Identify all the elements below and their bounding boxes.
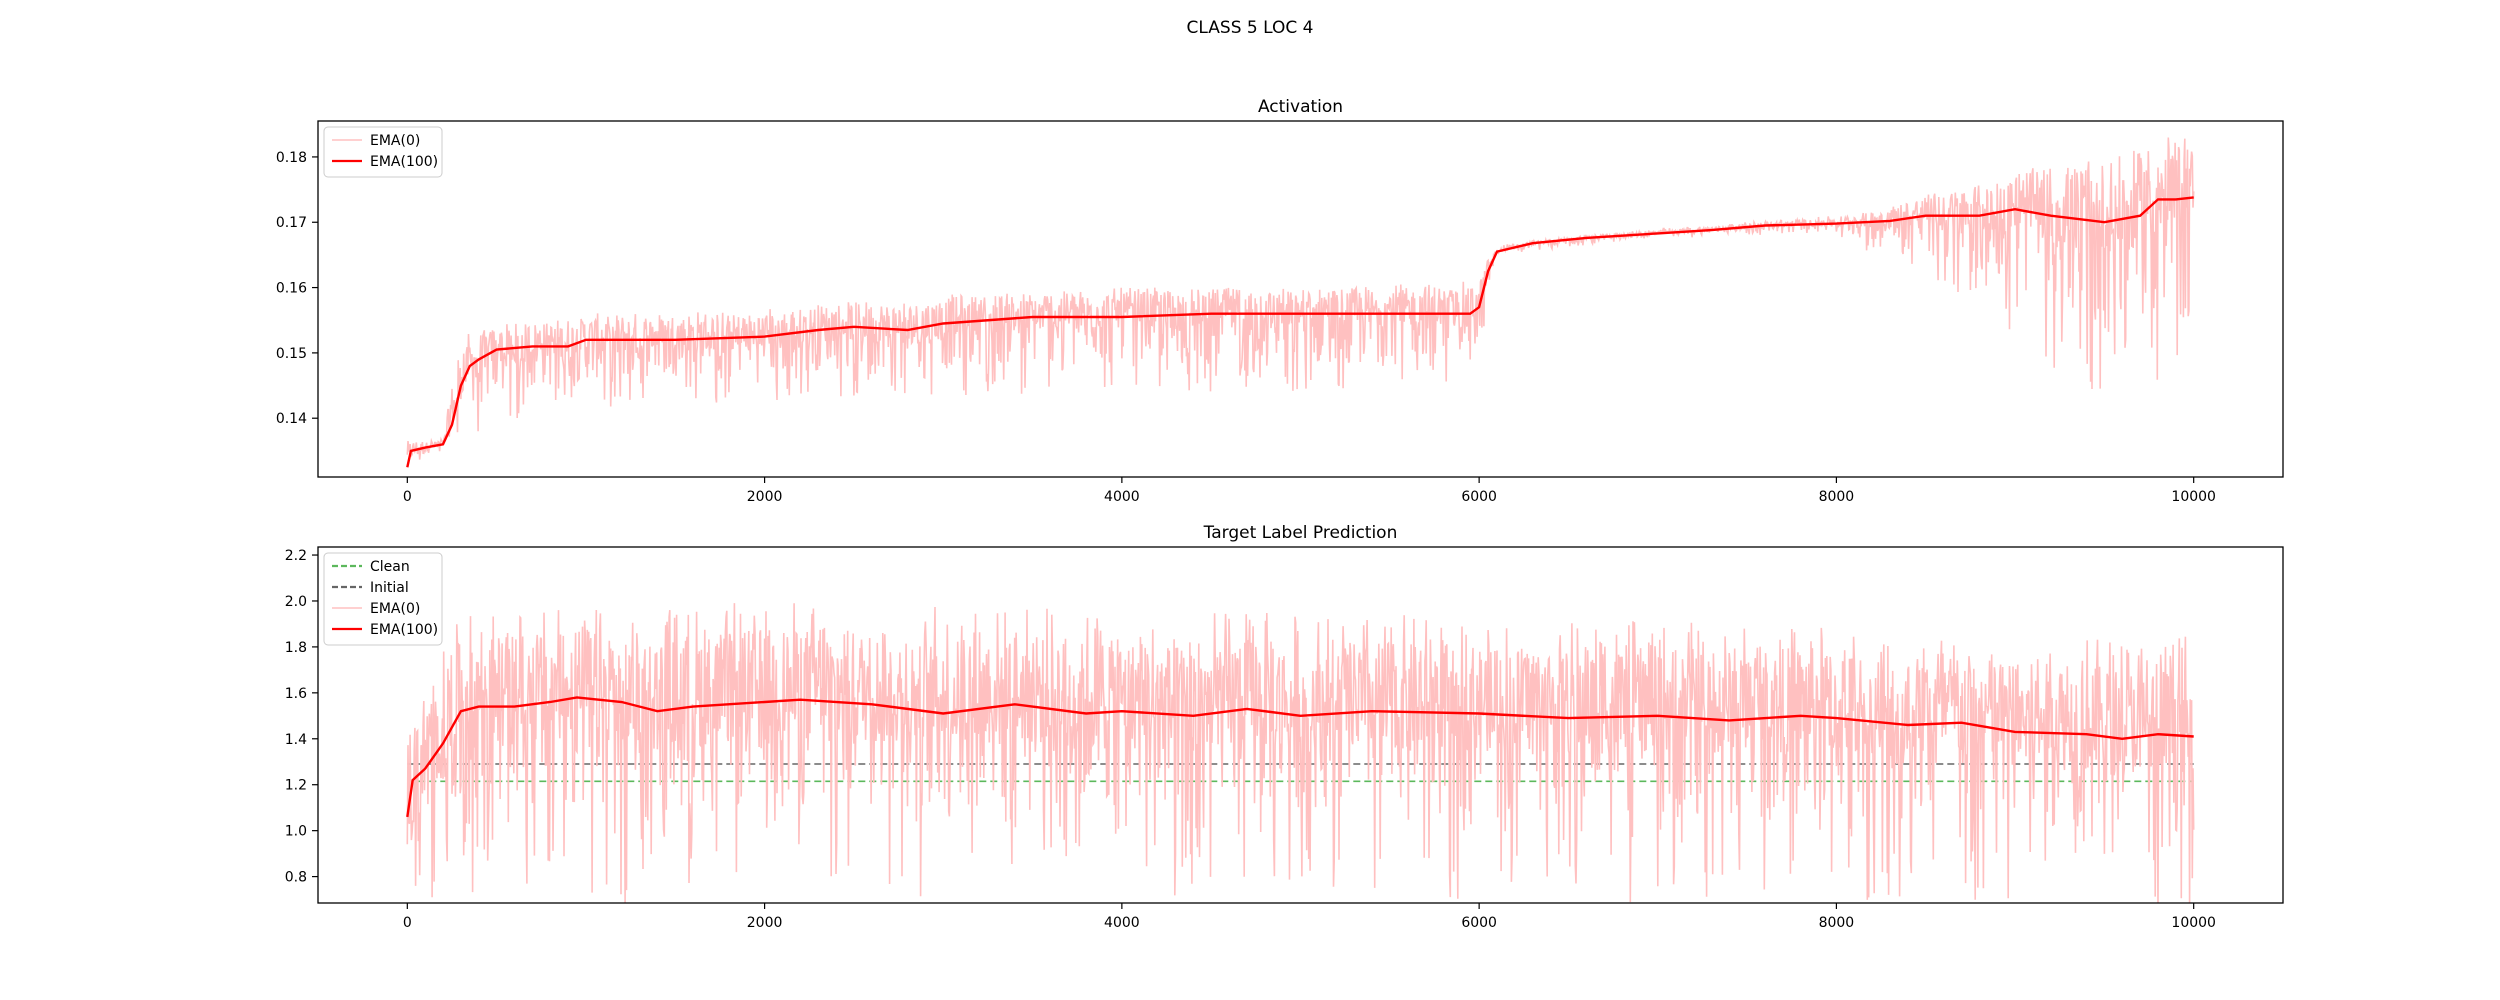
legend: EMA(0) EMA(100) — [323, 126, 443, 178]
x-tick-label: 10000 — [2171, 915, 2216, 931]
x-tick-label: 6000 — [1461, 915, 1497, 931]
y-tick-label: 1.0 — [285, 824, 307, 840]
legend-box — [323, 552, 443, 646]
legend-label: Initial — [370, 580, 409, 596]
target-label-prediction-plot: Target Label Prediction 0 2000 4000 6000 8000… — [285, 523, 2284, 931]
legend-label: EMA(100) — [370, 154, 438, 170]
legend-label: EMA(0) — [370, 601, 420, 617]
x-tick-label: 4000 — [1104, 489, 1140, 505]
plot-area — [406, 603, 2195, 903]
y-tick-label: 0.15 — [276, 346, 307, 362]
x-tick-label: 4000 — [1104, 915, 1140, 931]
axes-frame — [317, 120, 2284, 478]
x-tick-label: 2000 — [747, 489, 783, 505]
y-tick-label: 0.17 — [276, 215, 307, 231]
figure-suptitle: CLASS 5 LOC 4 — [1187, 18, 1314, 38]
legend-label: Clean — [370, 559, 410, 575]
x-tick-label: 8000 — [1819, 915, 1855, 931]
y-tick-label: 0.16 — [276, 281, 307, 297]
x-tick-label: 2000 — [747, 915, 783, 931]
series-line-ema-0- — [406, 137, 2195, 460]
series-line-ema-0- — [406, 603, 2195, 903]
axes-frame — [317, 546, 2284, 904]
plot-area — [406, 137, 2195, 468]
y-tick-label: 0.14 — [276, 411, 307, 427]
series-line-ema-100- — [406, 696, 2194, 818]
activation-plot: Activation 0 2000 4000 6000 8000 10000 0.14 0.15… — [276, 97, 2284, 505]
plot-title: Activation — [1258, 97, 1343, 117]
legend-label: EMA(0) — [370, 133, 420, 149]
series-line-ema-100- — [406, 196, 2194, 468]
y-tick-label: 0.18 — [276, 150, 307, 166]
x-tick-label: 6000 — [1461, 489, 1497, 505]
x-tick-label: 0 — [403, 489, 412, 505]
x-tick-label: 0 — [403, 915, 412, 931]
y-tick-label: 1.2 — [285, 778, 307, 794]
plot-title: Target Label Prediction — [1203, 523, 1398, 543]
legend-label: EMA(100) — [370, 622, 438, 638]
y-tick-label: 2.2 — [285, 548, 307, 564]
y-tick-label: 0.8 — [285, 870, 307, 886]
legend: Clean Initial EMA(0) EMA(100) — [323, 552, 443, 646]
x-tick-label: 8000 — [1819, 489, 1855, 505]
y-tick-label: 1.8 — [285, 640, 307, 656]
y-tick-label: 1.6 — [285, 686, 307, 702]
x-tick-label: 10000 — [2171, 489, 2216, 505]
y-tick-label: 1.4 — [285, 732, 307, 748]
y-tick-label: 2.0 — [285, 594, 307, 610]
